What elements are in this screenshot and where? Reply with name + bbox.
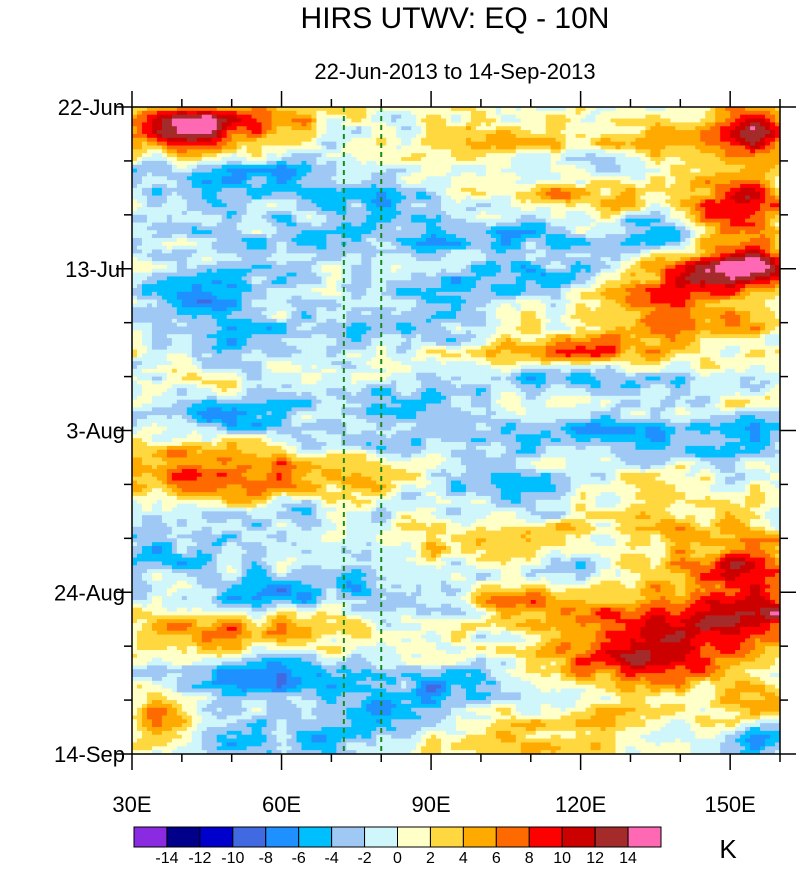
colorbar-swatch [462, 826, 497, 848]
chart-subtitle: 22-Jun-2013 to 14-Sep-2013 [314, 59, 595, 84]
colorbar-unit-label: K [719, 834, 737, 864]
y-tick-label: 24-Aug [54, 580, 125, 605]
colorbar-level-label: 10 [553, 850, 571, 867]
colorbar-swatch [561, 826, 596, 848]
colorbar-level-label: 14 [619, 850, 637, 867]
x-tick-label: 150E [704, 792, 755, 817]
colorbar-swatch [364, 826, 398, 848]
x-tick-label: 30E [112, 792, 151, 817]
colorbar-swatch [627, 826, 662, 848]
colorbar-level-label: 4 [459, 850, 468, 867]
colorbar-swatch [594, 826, 629, 848]
y-tick-label: 13-Jul [65, 257, 125, 282]
colorbar-level-label: 2 [426, 850, 435, 867]
y-tick-label: 14-Sep [54, 742, 125, 767]
y-tick-label: 22-Jun [58, 95, 125, 120]
colorbar-swatch [199, 826, 234, 848]
x-tick-label: 60E [262, 792, 301, 817]
chart-title: HIRS UTWV: EQ - 10N [301, 2, 610, 35]
colorbar-level-label: -4 [325, 850, 339, 867]
y-axis: 22-Jun 13-Jul 3-Aug 24-Aug 14-Sep [54, 95, 796, 767]
x-tick-label: 120E [555, 792, 606, 817]
colorbar-swatch [331, 826, 366, 848]
colorbar-level-label: 8 [525, 850, 534, 867]
colorbar-swatch [495, 826, 530, 848]
colorbar-level-label: -6 [292, 850, 306, 867]
colorbar-swatch [232, 826, 267, 848]
colorbar-swatch [133, 826, 168, 848]
colorbar-level-label: 12 [586, 850, 604, 867]
colorbar-swatch [429, 826, 464, 848]
colorbar-level-label: -14 [155, 850, 178, 867]
colorbar-swatch [265, 826, 300, 848]
colorbar-swatch [528, 826, 563, 848]
colorbar-level-label: -12 [188, 850, 211, 867]
colorbar-level-label: -8 [259, 850, 273, 867]
x-axis: 30E 60E 90E 120E 150E [112, 91, 781, 817]
colorbar-level-label: 6 [492, 850, 501, 867]
colorbar-swatch [166, 826, 201, 848]
colorbar-swatch [298, 826, 333, 848]
x-tick-label: 90E [411, 792, 450, 817]
y-tick-label: 3-Aug [66, 419, 125, 444]
heatmap-field [132, 107, 780, 754]
colorbar-level-label: -10 [221, 850, 244, 867]
colorbar-swatch [397, 826, 431, 848]
colorbar: -14 -12 -10 -8 -6 -4 -2 0 2 4 6 8 10 12 14 [133, 826, 662, 867]
colorbar-level-label: 0 [393, 850, 402, 867]
colorbar-level-label: -2 [357, 850, 371, 867]
